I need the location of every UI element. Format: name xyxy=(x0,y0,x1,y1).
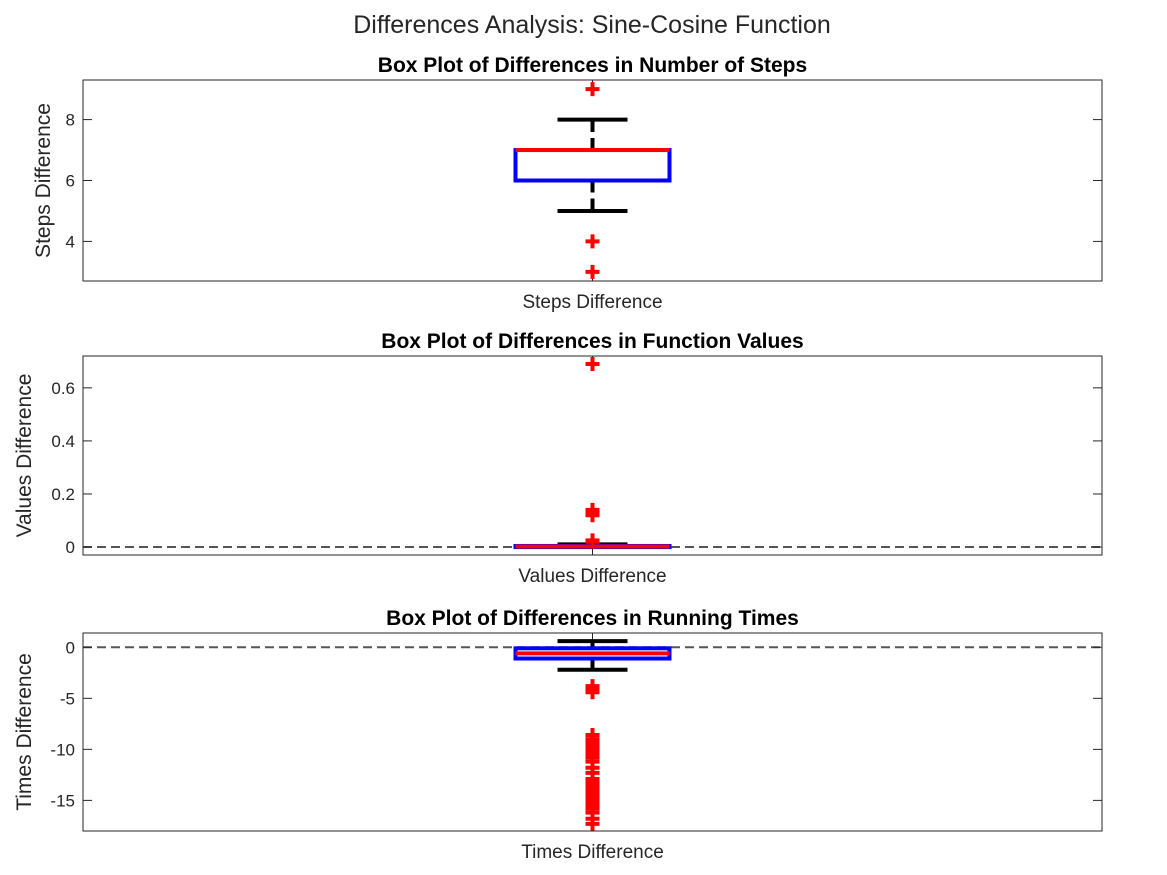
ytick-label: 6 xyxy=(66,172,75,191)
outlier-marker xyxy=(585,685,600,700)
subplot-title: Box Plot of Differences in Number of Ste… xyxy=(378,54,807,77)
outlier-marker xyxy=(585,82,600,97)
outlier-marker xyxy=(585,264,600,279)
subplot-title: Box Plot of Differences in Running Times xyxy=(386,607,799,630)
figure-title: Differences Analysis: Sine-Cosine Functi… xyxy=(353,11,831,39)
ytick-label: -10 xyxy=(50,740,75,759)
outlier-marker xyxy=(585,508,600,523)
subplot-3: Box Plot of Differences in Running Times… xyxy=(13,607,1103,863)
outlier-marker xyxy=(585,534,600,549)
ytick-label: 0 xyxy=(66,638,75,657)
ytick-label: -15 xyxy=(50,791,75,810)
y-axis-label: Values Difference xyxy=(13,374,36,538)
y-axis-label: Steps Difference xyxy=(32,103,55,258)
subplot-title: Box Plot of Differences in Function Valu… xyxy=(381,330,803,353)
axes-frame xyxy=(82,355,1103,556)
ytick-label: 8 xyxy=(66,111,75,130)
subplot-1: Box Plot of Differences in Number of Ste… xyxy=(32,54,1103,313)
x-category-label: Steps Difference xyxy=(522,292,662,313)
subplot-2: Box Plot of Differences in Function Valu… xyxy=(13,330,1103,587)
outlier-marker xyxy=(585,234,600,249)
outlier-marker xyxy=(585,816,600,831)
ytick-label: 0.2 xyxy=(51,485,75,504)
ytick-label: 0.4 xyxy=(51,432,75,451)
outlier-marker xyxy=(585,356,600,371)
ytick-label: 0 xyxy=(66,538,75,557)
axes-frame xyxy=(82,79,1103,282)
iqr-box xyxy=(513,148,672,183)
x-category-label: Times Difference xyxy=(521,842,664,863)
ytick-label: 4 xyxy=(66,232,75,251)
ytick-label: -5 xyxy=(60,689,75,708)
axes-frame xyxy=(82,632,1103,832)
x-category-label: Values Difference xyxy=(518,566,666,587)
ytick-label: 0.6 xyxy=(51,379,75,398)
y-axis-label: Times Difference xyxy=(13,653,36,811)
